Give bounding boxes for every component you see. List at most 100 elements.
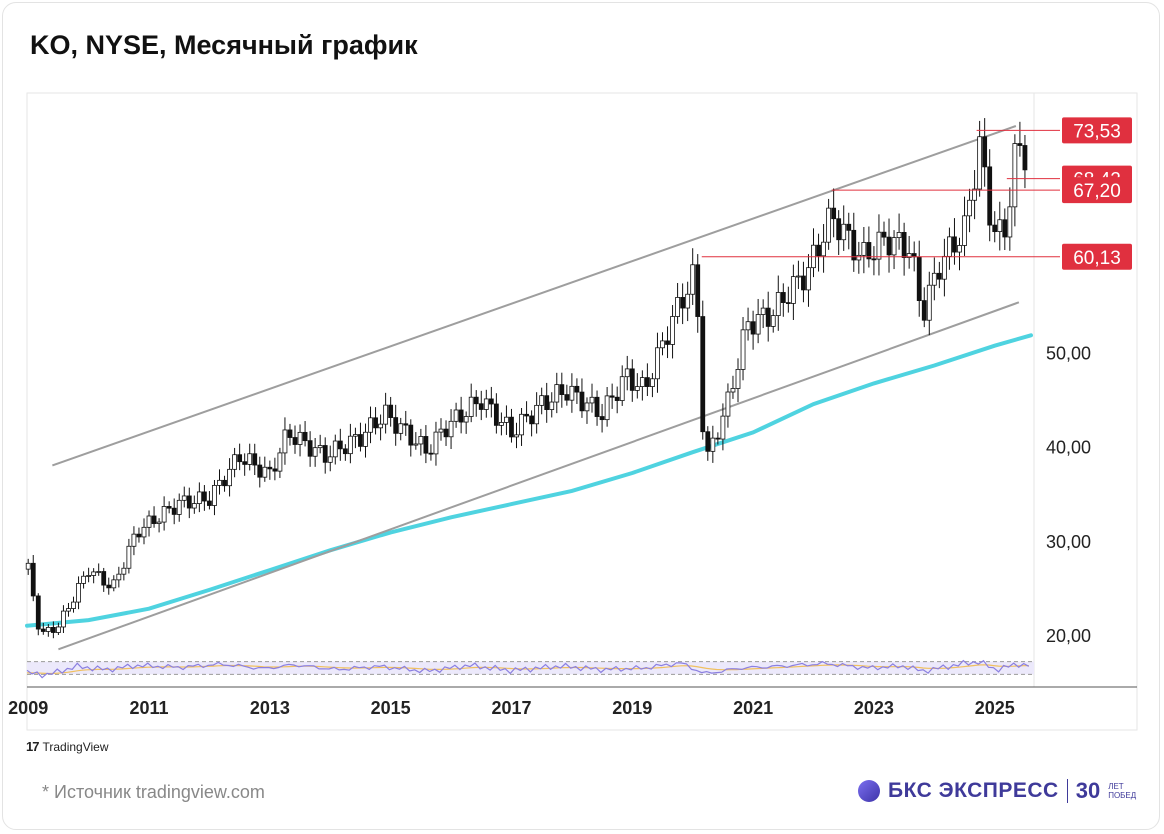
candle-body [413, 443, 419, 446]
candle-body [373, 417, 378, 429]
candle-body [81, 575, 86, 584]
price-level-label: 60,13 [1073, 248, 1121, 269]
candle-body [710, 437, 716, 452]
candle-body [972, 188, 977, 201]
brand-sub-line2: ПОБЕД [1108, 791, 1137, 800]
candle-body [740, 329, 746, 370]
candle-body [941, 255, 947, 280]
brand-sub: ЛЕТ ПОБЕД [1108, 782, 1136, 800]
candle-body [514, 434, 519, 438]
candle-body [796, 275, 801, 278]
x-axis: 2009 2011 2013 2015 2017 2019 2021 2023 2025 [8, 698, 1015, 718]
candle-body [715, 437, 721, 440]
candle-body [156, 521, 162, 524]
candle-body [906, 253, 912, 258]
candle-body [252, 453, 258, 466]
candle-body [438, 428, 444, 433]
candle-body [388, 404, 394, 418]
candle-body [86, 575, 92, 577]
rsi-line [26, 659, 1030, 679]
candle-body [589, 396, 595, 404]
chart-title: KO, NYSE, Месячный график [30, 30, 418, 60]
candle-body [675, 297, 680, 317]
candle-body [96, 571, 102, 573]
candle-body [750, 321, 756, 335]
candle-body [821, 241, 826, 257]
y-tick-label: 50,00 [1046, 343, 1091, 363]
candle-body [775, 292, 781, 316]
candle-body [982, 136, 988, 168]
candle-body [227, 468, 232, 487]
candle-body [1002, 219, 1008, 238]
rsi-panel [26, 659, 1034, 679]
candle-body [247, 453, 253, 465]
candle-body [544, 395, 550, 410]
plot-frame [26, 92, 1138, 731]
x-tick-label: 2017 [491, 698, 531, 718]
candle-body [106, 584, 112, 589]
candle-body [685, 293, 691, 309]
candle-body [302, 431, 308, 442]
candle-body [463, 416, 469, 423]
price-level-badge [1062, 177, 1132, 204]
candle-body [101, 571, 107, 586]
candle-body [916, 256, 922, 301]
candle-body [433, 431, 439, 455]
candle-body [488, 398, 494, 405]
candle-body [644, 377, 650, 387]
candle-body [171, 507, 177, 515]
candle-body [237, 454, 243, 463]
candle-body [212, 484, 217, 506]
candle-body [398, 423, 404, 434]
price-level-badge [1062, 117, 1132, 144]
candle-body [50, 626, 56, 633]
candle-body [40, 628, 46, 632]
candle-body [393, 417, 399, 434]
candle-body [151, 515, 157, 524]
candle-body [368, 417, 373, 433]
candle-body [1022, 145, 1028, 171]
candle-body [91, 571, 97, 576]
brand-years: 30 [1075, 778, 1101, 803]
candle-body [383, 404, 389, 425]
candle-body [136, 533, 142, 538]
candle-body [207, 500, 212, 506]
candle-body [801, 275, 806, 291]
candle-body [423, 436, 429, 454]
candle-body [670, 316, 675, 345]
candle-body [564, 394, 570, 401]
candle-body [428, 452, 434, 455]
candle-body [997, 219, 1003, 233]
candle-body [655, 347, 660, 380]
tradingview-icon: 17 [26, 739, 40, 754]
candle-body [448, 420, 454, 438]
candle-body [836, 218, 842, 241]
candle-body [191, 503, 197, 509]
candle-body [604, 395, 610, 421]
candle-body [347, 435, 353, 455]
x-tick-label: 2025 [975, 698, 1015, 718]
candle-body [584, 402, 590, 412]
candle-body [851, 229, 857, 261]
candle-body [534, 404, 540, 425]
y-axis: 20,00 30,00 40,00 50,00 [1046, 343, 1091, 646]
channel-lower-line [58, 301, 1020, 651]
candle-body [977, 136, 983, 190]
tradingview-logo: 17 TradingView [26, 739, 109, 754]
candle-body [292, 437, 298, 445]
candle-body [307, 440, 313, 457]
y-tick-label: 30,00 [1046, 532, 1091, 552]
candle-body [337, 440, 343, 450]
candle-body [569, 385, 575, 401]
candle-body [509, 416, 514, 438]
candle-body [725, 391, 731, 417]
candle-body [272, 468, 278, 472]
candle-body [121, 567, 127, 575]
candle-body [363, 431, 368, 447]
candle-body [559, 384, 565, 395]
price-level-label: 73,53 [1073, 121, 1121, 142]
candle-body [856, 254, 862, 261]
candle-body [61, 610, 66, 628]
candle-body [921, 300, 927, 321]
